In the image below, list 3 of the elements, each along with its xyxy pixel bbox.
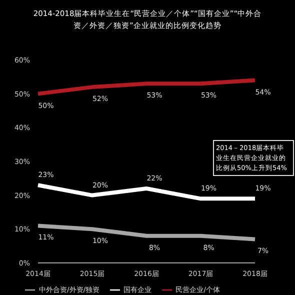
line-series [36,78,257,96]
line-series [36,224,257,242]
line-series [36,183,257,201]
